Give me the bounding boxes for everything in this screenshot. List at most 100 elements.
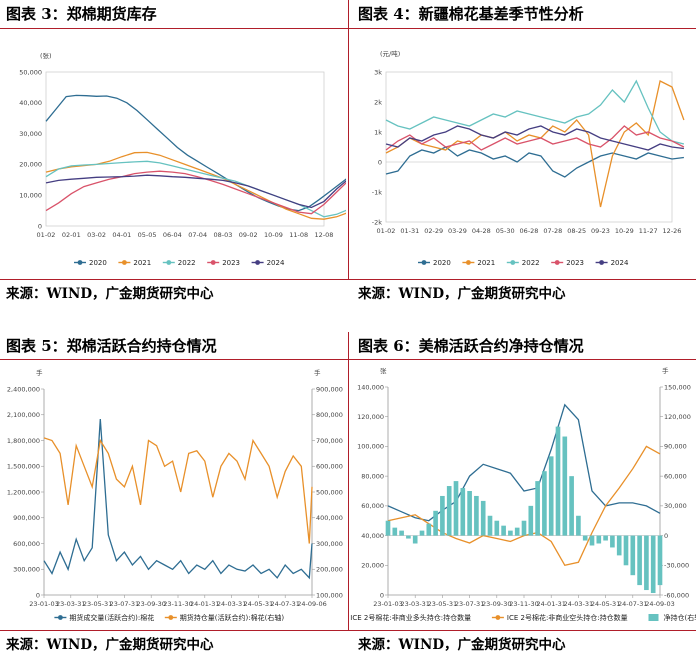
legend-label: 期货成交量(活跃合约):棉花: [69, 613, 154, 622]
bar-21: [528, 505, 534, 536]
x-tick-label: 23-09-30: [482, 600, 512, 608]
chart-title-3: 图表 3：郑棉期货库存: [6, 5, 157, 23]
x-tick-label: 23-09-30: [136, 600, 166, 608]
x-tick-label: 23-07-31: [110, 600, 140, 608]
y2-tick-label: -60,000: [664, 591, 689, 599]
y-tick-label: 2,100,000: [7, 411, 40, 419]
bar-28: [576, 515, 581, 536]
chart-zheng-cotton-inventory: 0 10,000 20,000 30,000 40,000 50,000 01-02 02-0…: [19, 51, 346, 267]
x-tick-label: 11-27: [639, 227, 658, 235]
bar-34: [616, 535, 622, 556]
legend-marker: [166, 260, 172, 265]
bar-0: [385, 520, 391, 536]
x-tick-label: 05-30: [496, 227, 515, 235]
x-tick-label: 24-07-31: [618, 600, 648, 608]
x-tick-label: 10-29: [615, 227, 634, 235]
series-line-1: [385, 80, 685, 208]
bar-14: [480, 500, 486, 536]
y2-tick-label: 60,000: [664, 472, 687, 480]
x-tick-label: 12-26: [663, 227, 682, 235]
bar-38: [644, 535, 649, 591]
x-tick-label: 24-01-31: [190, 600, 220, 608]
y-tick-label: -2k: [372, 218, 382, 226]
legend-label: 期货持仓量(活跃合约):棉花(右轴): [180, 613, 285, 622]
bar-24: [548, 456, 554, 536]
legend-label: ICE 2号棉花:非商业多头持仓:持仓数量: [350, 613, 471, 622]
bar-1: [392, 527, 398, 536]
y2-tick-label: 400,000: [316, 514, 343, 522]
x-tick-label: 09-02: [239, 231, 258, 239]
chart-xinjiang-basis-seasonal: -2k -1k 0 1k 2k 3k 01-02 01-31 02-29 03-29 04-28 05…: [372, 49, 685, 267]
x-tick-label: 07-04: [188, 231, 207, 239]
y-tick-label: -1k: [372, 188, 382, 196]
x-tick-label: 03-02: [87, 231, 106, 239]
y-tick-label: 1,200,000: [7, 488, 40, 496]
series-line-4: [385, 125, 684, 151]
chart-source-5: 来源：WIND，广金期货研究中心: [6, 637, 214, 653]
bar-2: [399, 530, 404, 536]
bar-35: [623, 535, 629, 566]
legend-label: 2021: [477, 259, 495, 267]
legend-label: 2020: [89, 259, 107, 267]
legend-marker: [495, 615, 501, 620]
y2-tick-label: 0: [664, 532, 668, 540]
y-tick-label: 600,000: [13, 540, 40, 548]
y-tick-label: 20,000: [19, 161, 42, 169]
bar-3: [406, 535, 411, 539]
axis-unit-left: 张: [380, 366, 387, 375]
bar-19: [514, 527, 520, 536]
bar-26: [562, 436, 568, 536]
y2-tick-label: -30,000: [664, 562, 689, 570]
y-tick-label: 80,000: [361, 472, 384, 480]
plot-area: [45, 71, 325, 227]
x-tick-label: 03-29: [448, 227, 467, 235]
bar-22: [535, 481, 540, 536]
x-tick-label: 01-02: [377, 227, 396, 235]
x-tick-label: 23-05-31: [428, 600, 458, 608]
y-tick-label: 300,000: [13, 566, 40, 574]
x-tick-label: 23-11-30: [509, 600, 539, 608]
axis-unit-right: 手: [314, 368, 321, 377]
chart-title-6: 图表 6：美棉活跃合约净持仓情况: [358, 337, 584, 355]
y-tick-label: 60,000: [361, 502, 384, 510]
y2-tick-label: 500,000: [316, 488, 343, 496]
legend-label: 2023: [222, 259, 240, 267]
bar-30: [589, 535, 595, 546]
divider-vertical-top: [348, 0, 349, 280]
series-line-3: [385, 125, 685, 151]
series-line-0: [387, 403, 661, 522]
x-tick-label: 24-05-31: [244, 600, 274, 608]
series-line-0: [43, 418, 313, 580]
x-tick-label: 02-01: [62, 231, 81, 239]
x-tick-label: 23-03-31: [400, 600, 430, 608]
x-tick-label: 23-03-31: [56, 600, 86, 608]
y-tick-label: 30,000: [19, 130, 42, 138]
x-tick-label: 05-05: [138, 231, 157, 239]
y-tick-label: 20,000: [361, 562, 384, 570]
y-tick-label: 50,000: [19, 68, 42, 76]
legend-label: 2023: [566, 259, 584, 267]
bar-40: [657, 535, 663, 586]
y2-tick-label: 30,000: [664, 502, 687, 510]
legend-label: 2022: [178, 259, 196, 267]
y-tick-label: 3k: [374, 68, 382, 76]
x-tick-label: 09-23: [591, 227, 610, 235]
y-tick-label: 2,400,000: [7, 385, 40, 393]
bar-13: [474, 495, 479, 536]
bar-18: [508, 530, 513, 536]
series-line-0: [45, 94, 346, 212]
y2-tick-label: 150,000: [664, 383, 691, 391]
chart-source-3: 来源：WIND，广金期货研究中心: [6, 286, 214, 302]
x-tick-label: 12-08: [315, 231, 334, 239]
series-line-3: [45, 170, 346, 215]
legend-label: 净持仓(右轴): [664, 613, 696, 622]
y-tick-label: 140,000: [357, 383, 384, 391]
legend-label: 2021: [133, 259, 151, 267]
y-tick-label: 900,000: [13, 514, 40, 522]
y-tick-label: 1,500,000: [7, 463, 40, 471]
x-tick-label: 04-28: [472, 227, 491, 235]
series-line-4: [45, 174, 346, 209]
bar-11: [460, 488, 466, 536]
chart-title-5: 图表 5：郑棉活跃合约持仓情况: [6, 337, 217, 355]
x-tick-label: 01-02: [37, 231, 56, 239]
